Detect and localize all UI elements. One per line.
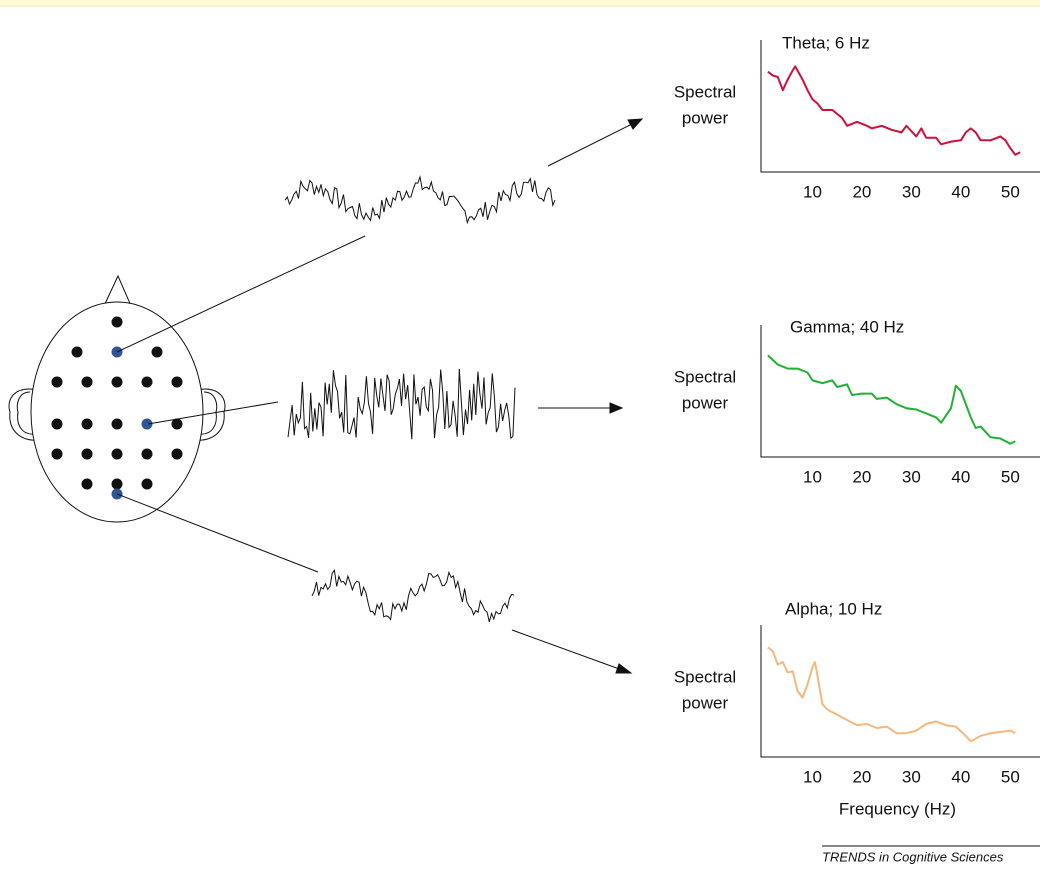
electrode [82,377,93,388]
electrode [52,449,63,460]
x-tick-label: 10 [803,767,822,786]
electrode [52,419,63,430]
x-tick-label: 20 [852,182,871,201]
x-tick-label: 40 [951,467,970,486]
x-tick-label: 50 [1001,767,1020,786]
electrode [52,377,63,388]
y-axis-label: power [682,393,729,412]
y-axis-label: power [682,693,729,712]
electrode [82,479,93,490]
x-tick-label: 40 [951,182,970,201]
electrode [112,317,123,328]
electrode [72,347,83,358]
x-tick-label: 30 [902,467,921,486]
x-tick-label: 10 [803,467,822,486]
eeg-trace [285,177,555,223]
x-tick-label: 50 [1001,467,1020,486]
y-axis-label: power [682,108,729,127]
x-tick-label: 30 [902,767,921,786]
x-axis-label: Frequency (Hz) [839,799,956,818]
arrow [512,630,622,670]
eeg-trace [312,570,514,622]
x-tick-label: 10 [803,182,822,201]
y-axis-label: Spectral [674,667,736,686]
electrode [112,419,123,430]
spectrum-line [768,355,1015,443]
arrow-head [610,403,622,413]
chart-title: Theta; 6 Hz [782,33,870,52]
axes [761,625,1040,757]
x-tick-label: 30 [902,182,921,201]
electrode [172,449,183,460]
electrode [112,377,123,388]
electrode [142,479,153,490]
electrode [112,479,123,490]
electrode [112,449,123,460]
top-banner [0,0,1040,6]
electrode [142,449,153,460]
electrode [82,419,93,430]
eeg-traces [285,177,555,622]
electrode [152,347,163,358]
x-tick-label: 20 [852,767,871,786]
arrow-head [616,664,631,673]
y-axis-label: Spectral [674,82,736,101]
chart-title: Alpha; 10 Hz [785,599,882,618]
spectra: Theta; 6 Hz Spectral power 10 20 30 40 50 Gamma;… [674,33,1040,818]
eeg-trace [288,369,515,439]
electrode [82,449,93,460]
footer: TRENDS in Cognitive Sciences [822,849,1004,864]
spectrum-line [768,647,1015,741]
electrode [142,377,153,388]
axes [761,40,1040,172]
arrow-head [628,119,642,129]
connector [117,236,365,352]
y-axis-label: Spectral [674,367,736,386]
x-tick-label: 50 [1001,182,1020,201]
figure: Theta; 6 Hz Spectral power 10 20 30 40 50 Gamma;… [0,0,1040,868]
x-tick-label: 20 [852,467,871,486]
spectrum-line [768,66,1020,154]
connector [117,494,318,572]
chart-title: Gamma; 40 Hz [790,317,904,336]
x-tick-label: 40 [951,767,970,786]
electrode [172,377,183,388]
arrow [548,123,634,166]
